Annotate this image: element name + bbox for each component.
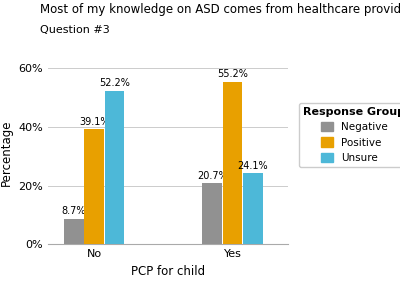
Text: 39.1%: 39.1%: [79, 117, 110, 127]
Bar: [223, 82, 242, 244]
Y-axis label: Percentage: Percentage: [0, 120, 13, 186]
Text: Question #3: Question #3: [40, 25, 110, 35]
Text: 24.1%: 24.1%: [238, 161, 268, 171]
Bar: [105, 91, 124, 244]
Bar: [202, 183, 222, 244]
Bar: [243, 173, 263, 244]
Text: 55.2%: 55.2%: [217, 69, 248, 80]
Legend: Negative, Positive, Unsure: Negative, Positive, Unsure: [299, 103, 400, 167]
Text: 52.2%: 52.2%: [99, 78, 130, 88]
Text: 20.7%: 20.7%: [197, 171, 228, 181]
X-axis label: PCP for child: PCP for child: [131, 265, 205, 278]
Text: Most of my knowledge on ASD comes from healthcare providers: Most of my knowledge on ASD comes from h…: [40, 3, 400, 16]
Bar: [64, 219, 84, 244]
Bar: [84, 129, 104, 244]
Text: 8.7%: 8.7%: [62, 207, 86, 216]
